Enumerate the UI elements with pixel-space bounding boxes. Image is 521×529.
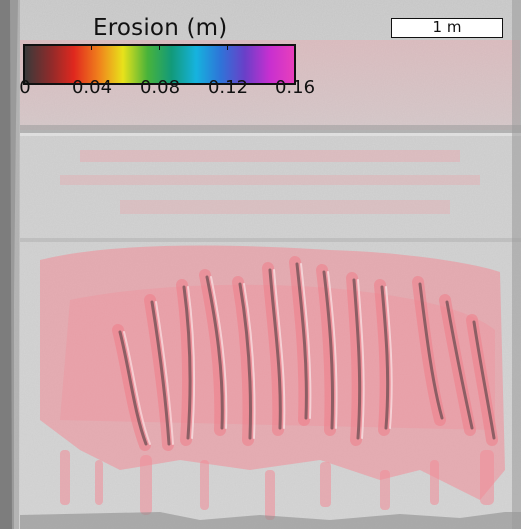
lower-erosion-streaks — [60, 450, 494, 520]
legend-tick-label: 0 — [19, 77, 31, 98]
legend-title: Erosion (m) — [93, 15, 228, 41]
legend-tick — [227, 44, 228, 50]
rill-channels — [112, 256, 498, 451]
bottom-edge — [20, 512, 521, 529]
legend-tick — [159, 44, 160, 50]
scale-bar-label: 1 m — [432, 18, 462, 36]
step-edge — [20, 125, 521, 133]
legend-tick — [295, 44, 296, 50]
erosion-legend: Erosion (m) 0 0.04 0.08 0.12 0.16 — [18, 14, 318, 104]
legend-tick-label: 0.04 — [71, 77, 113, 98]
scale-bar: 1 m — [391, 18, 503, 38]
legend-tick-label: 0.08 — [139, 77, 181, 98]
legend-colorbar — [23, 44, 296, 85]
legend-tick — [23, 44, 24, 50]
legend-tick-label: 0.12 — [207, 77, 249, 98]
legend-tick-label: 0.16 — [274, 77, 316, 98]
legend-tick — [91, 44, 92, 50]
